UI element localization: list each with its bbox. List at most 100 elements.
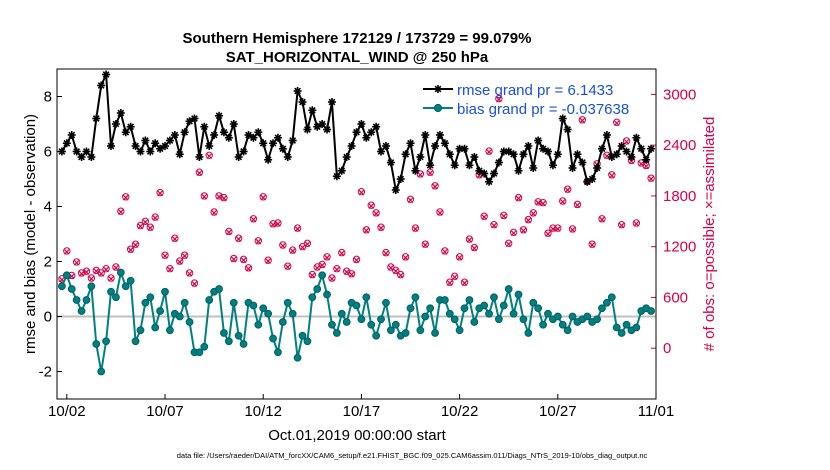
bias-point <box>166 326 174 335</box>
obs-assimilated-point <box>162 253 168 259</box>
obs-assimilated-point <box>481 214 487 220</box>
obs-possible-point <box>622 137 631 145</box>
rmse-point <box>391 186 400 194</box>
rmse-point <box>485 177 494 186</box>
rmse-point <box>146 147 155 156</box>
rmse-point <box>298 98 307 106</box>
obs-assimilated-point <box>221 195 227 202</box>
rmse-point <box>200 122 209 131</box>
rmse-point <box>332 172 341 181</box>
obs-assimilated-point <box>388 265 394 271</box>
obs-assimilated-point <box>211 210 217 216</box>
obs-assimilated-point <box>496 96 502 103</box>
obs-assimilated-point <box>176 259 183 265</box>
obs-assimilated-point <box>461 280 468 286</box>
rmse-point <box>381 142 390 150</box>
rmse-point <box>234 153 243 161</box>
obs-possible-point <box>559 197 567 205</box>
obs-possible-point <box>333 264 341 273</box>
bias-point <box>92 340 101 348</box>
obs-assimilated-point <box>432 183 438 190</box>
obs-assimilated-point <box>314 265 321 271</box>
obs-possible-point <box>588 240 596 248</box>
bias-point <box>598 304 606 313</box>
obs-possible-point <box>436 208 444 216</box>
obs-possible-point <box>205 151 213 160</box>
obs-possible-point <box>166 264 174 273</box>
rmse-point <box>489 169 498 178</box>
obs-assimilated-point <box>500 213 507 220</box>
rmse-point <box>524 142 533 150</box>
obs-possible-point <box>122 193 130 201</box>
obs-assimilated-point <box>402 254 409 261</box>
rmse-point <box>563 125 572 134</box>
rmse-point <box>151 139 160 148</box>
obs-possible-point <box>141 217 150 226</box>
bias-point <box>274 348 282 357</box>
bias-point <box>539 320 547 329</box>
obs-possible-point <box>524 215 533 224</box>
obs-possible-point <box>495 94 503 103</box>
obs-assimilated-point <box>319 262 325 269</box>
rmse-point <box>622 147 631 156</box>
obs-possible-point <box>608 171 616 179</box>
rmse-point <box>440 139 449 148</box>
rmse-point <box>62 139 71 148</box>
obs-possible-point <box>284 262 292 270</box>
rmse-point <box>632 133 641 142</box>
bias-point <box>494 315 503 324</box>
rmse-point <box>116 109 125 117</box>
rmse-point <box>303 125 312 134</box>
bias-point <box>318 271 327 280</box>
obs-possible-point <box>396 270 405 279</box>
rmse-point <box>72 147 81 156</box>
bias-point <box>254 320 263 329</box>
obs-possible-point <box>450 272 459 281</box>
bias-point <box>553 312 562 321</box>
obs-assimilated-point <box>569 226 576 233</box>
obs-count-layer <box>58 94 655 287</box>
bias-point <box>357 315 366 324</box>
obs-assimilated-point <box>201 193 208 200</box>
y-axis-label: rmse and bias (model - observation) <box>22 114 39 354</box>
obs-possible-point <box>421 240 429 248</box>
obs-assimilated-point <box>505 241 512 247</box>
rmse-point <box>126 122 135 131</box>
obs-assimilated-point <box>618 222 625 229</box>
y-tick-label: 4 <box>44 199 52 216</box>
obs-assimilated-point <box>554 226 561 232</box>
obs-possible-point <box>180 251 189 259</box>
obs-assimilated-point <box>545 231 551 237</box>
y-right-tick-label: 0 <box>663 340 671 357</box>
obs-possible-point <box>441 247 449 255</box>
obs-possible-point <box>357 187 366 196</box>
obs-assimilated-point <box>574 202 581 209</box>
rmse-point <box>175 150 184 159</box>
obs-possible-point <box>377 223 385 231</box>
rmse-point <box>141 136 150 145</box>
rmse-point <box>342 153 351 161</box>
bias-point <box>62 271 71 280</box>
legend-rmse-label: rmse grand pr = 6.1433 <box>457 82 613 99</box>
obs-possible-point <box>318 260 326 269</box>
obs-assimilated-point <box>510 230 517 236</box>
obs-possible-point <box>529 209 537 217</box>
obs-assimilated-point <box>525 217 532 224</box>
bias-point <box>450 315 459 324</box>
obs-assimilated-point <box>446 280 453 286</box>
bias-point <box>529 298 538 307</box>
obs-possible-point <box>293 224 302 232</box>
rmse-point <box>308 106 317 115</box>
obs-possible-point <box>372 209 380 217</box>
x-tick-label: 11/01 <box>638 403 674 420</box>
bias-point <box>480 301 489 310</box>
obs-assimilated-point <box>437 210 443 216</box>
bias-point <box>647 307 655 315</box>
bias-point <box>72 296 81 304</box>
rmse-point <box>67 131 76 139</box>
obs-assimilated-point <box>280 243 286 249</box>
obs-assimilated-point <box>63 248 70 255</box>
obs-assimilated-point <box>427 170 433 176</box>
rmse-point <box>77 153 86 161</box>
obs-assimilated-point <box>275 221 281 227</box>
